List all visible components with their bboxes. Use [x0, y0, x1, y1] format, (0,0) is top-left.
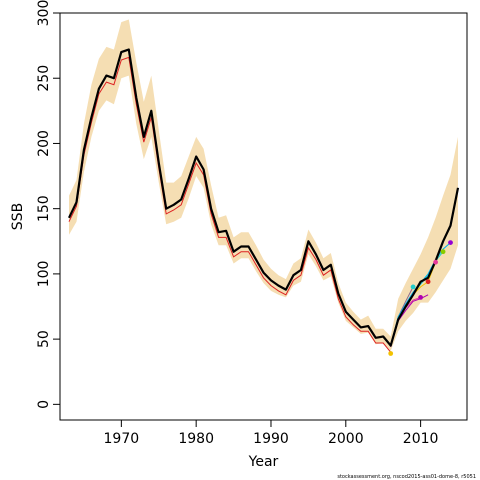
retro-endpoint-1 — [388, 351, 394, 356]
retro-endpoint-5 — [433, 259, 438, 265]
ssb-estimate-line — [68, 48, 460, 347]
y-tick-label: 200 — [36, 130, 52, 157]
retro-endpoint-4 — [425, 279, 431, 285]
retro-line-1 — [68, 56, 392, 353]
x-tick-label: 1980 — [178, 431, 214, 447]
retro-endpoint-2 — [410, 284, 416, 290]
x-tick-label: 1970 — [104, 431, 140, 447]
y-tick-label: 150 — [36, 195, 52, 222]
y-tick-label: 100 — [36, 261, 52, 288]
y-tick-label: 250 — [36, 65, 52, 92]
retro-endpoint-7 — [448, 240, 453, 246]
retro-endpoint-3 — [418, 295, 423, 300]
confidence-band — [69, 19, 458, 351]
y-tick-label: 300 — [36, 0, 52, 26]
x-axis-title: Year — [248, 454, 279, 470]
y-tick-label: 50 — [36, 330, 52, 348]
retro-endpoint-6 — [440, 249, 446, 255]
x-tick-label: 1990 — [253, 431, 289, 447]
source-footnote: stockassessment.org, nscod2015-ass01-dom… — [337, 474, 476, 480]
x-tick-label: 2010 — [403, 431, 439, 447]
x-tick-label: 2000 — [328, 431, 364, 447]
y-axis-title: SSB — [10, 203, 26, 230]
y-tick-label: 0 — [36, 400, 52, 409]
